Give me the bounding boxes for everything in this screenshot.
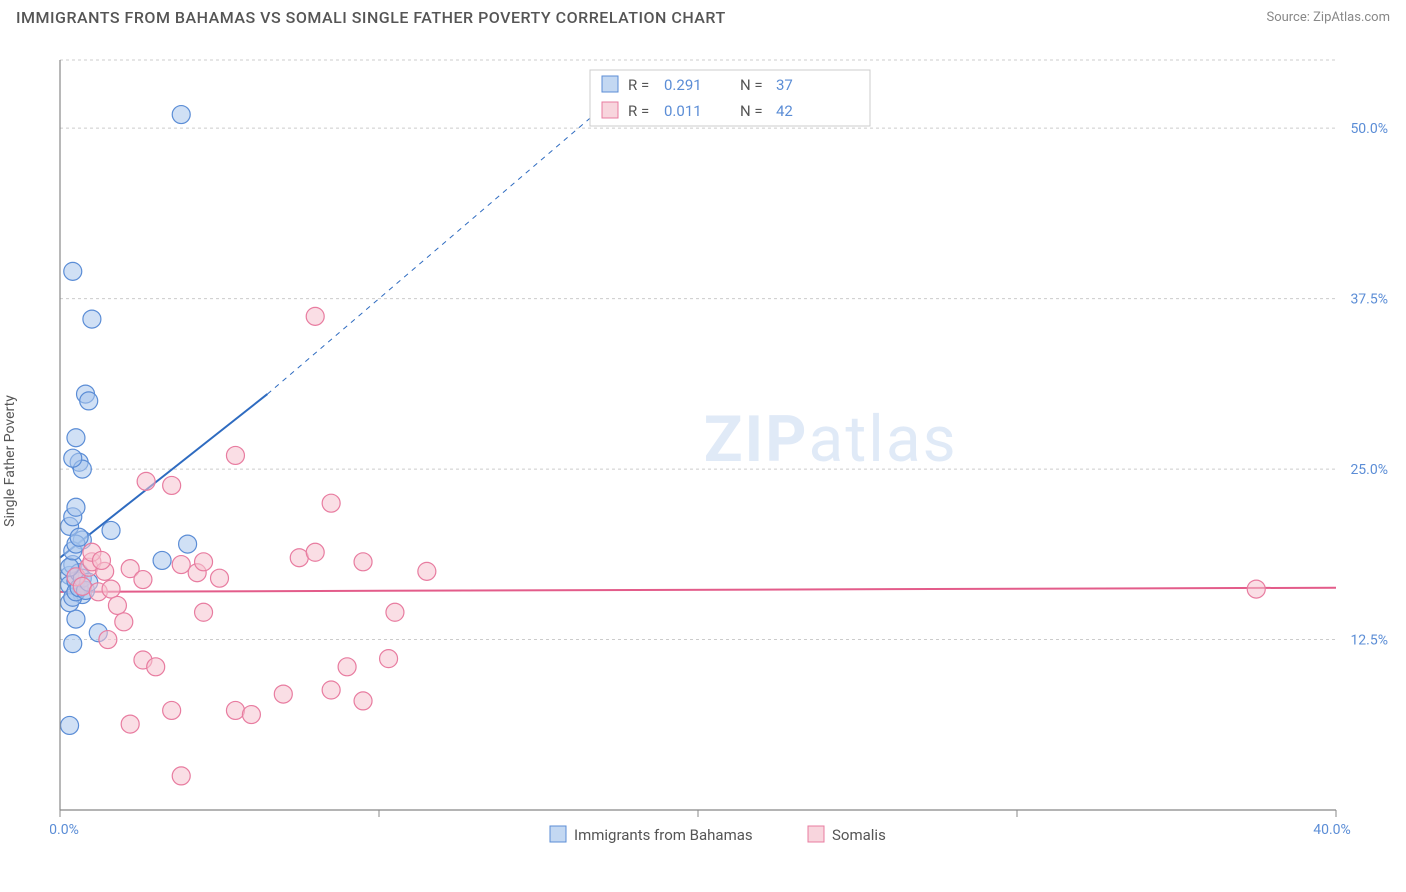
scatter-plot: 12.5% 25.0% 37.5% 50.0% ZIPatlas 0.0% 40.0% R =… — [50, 40, 1396, 850]
data-point — [306, 543, 324, 561]
y-tick-label: 12.5% — [1350, 633, 1388, 649]
legend-n-value: 37 — [776, 76, 793, 94]
data-point — [211, 569, 229, 587]
legend-r-label: R = — [628, 102, 649, 120]
data-point — [226, 446, 244, 464]
data-point — [147, 658, 165, 676]
trend-line — [60, 588, 1336, 592]
data-point — [386, 603, 404, 621]
source-label: Source: ZipAtlas.com — [1266, 10, 1390, 25]
data-point — [102, 580, 120, 598]
legend-n-value: 42 — [776, 102, 793, 120]
y-tick-label: 37.5% — [1350, 292, 1388, 308]
legend-series-label: Immigrants from Bahamas — [574, 826, 753, 844]
data-point — [70, 528, 88, 546]
data-point — [290, 549, 308, 567]
data-point — [274, 685, 292, 703]
data-point — [99, 631, 117, 649]
data-point — [322, 681, 340, 699]
watermark: ZIPatlas — [704, 402, 958, 477]
data-point — [179, 535, 197, 553]
data-point — [195, 603, 213, 621]
legend-swatch — [602, 102, 618, 118]
data-point — [83, 310, 101, 328]
data-point — [163, 701, 181, 719]
x-tick-label: 0.0% — [50, 822, 79, 838]
data-point — [418, 562, 436, 580]
data-point — [354, 553, 372, 571]
data-point — [242, 706, 260, 724]
legend-r-value: 0.011 — [664, 102, 702, 120]
data-point — [354, 692, 372, 710]
data-point — [172, 767, 190, 785]
data-point — [108, 596, 126, 614]
data-point — [322, 494, 340, 512]
data-point — [137, 472, 155, 490]
data-point — [73, 577, 91, 595]
legend-r-label: R = — [628, 76, 649, 94]
data-point — [92, 551, 110, 569]
data-point — [134, 571, 152, 589]
y-tick-label: 25.0% — [1350, 462, 1388, 478]
y-axis-label: Single Father Poverty — [2, 395, 18, 527]
data-point — [121, 715, 139, 733]
data-point — [172, 556, 190, 574]
legend-n-label: N = — [740, 102, 763, 120]
x-tick-label: 40.0% — [1313, 822, 1351, 838]
legend-series-label: Somalis — [832, 826, 886, 844]
data-point — [80, 392, 98, 410]
data-point — [172, 106, 190, 124]
legend-r-value: 0.291 — [664, 76, 702, 94]
trend-line-dash — [267, 94, 618, 394]
chart-container: Single Father Poverty 12.5%25.0%37.5%50.… — [20, 40, 1396, 882]
legend-swatch — [550, 826, 566, 842]
data-point — [64, 449, 82, 467]
trend-line — [60, 394, 267, 558]
data-point — [306, 307, 324, 325]
data-point — [102, 521, 120, 539]
data-point — [195, 553, 213, 571]
data-point — [1247, 580, 1265, 598]
data-point — [64, 635, 82, 653]
data-point — [67, 610, 85, 628]
legend-swatch — [808, 826, 824, 842]
data-point — [163, 476, 181, 494]
data-point — [226, 701, 244, 719]
data-point — [64, 262, 82, 280]
data-point — [380, 650, 398, 668]
chart-title: IMMIGRANTS FROM BAHAMAS VS SOMALI SINGLE… — [16, 8, 726, 27]
data-point — [67, 429, 85, 447]
legend-n-label: N = — [740, 76, 763, 94]
legend-swatch — [602, 76, 618, 92]
y-tick-label: 50.0% — [1350, 121, 1388, 137]
data-point — [153, 551, 171, 569]
data-point — [115, 613, 133, 631]
data-point — [338, 658, 356, 676]
data-point — [67, 498, 85, 516]
data-point — [61, 716, 79, 734]
